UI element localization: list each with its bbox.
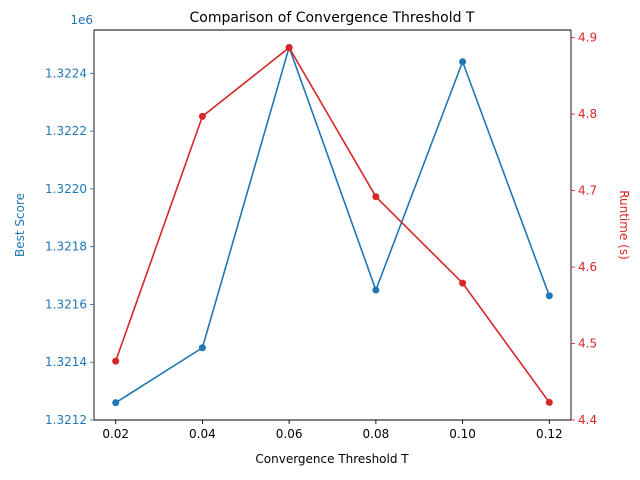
series-1-point-5 xyxy=(459,58,467,66)
series-1-point-1 xyxy=(112,399,120,407)
left-y-tick-label: 1.3224 xyxy=(45,66,87,80)
series-2-point-3 xyxy=(285,44,293,52)
right-y-tick-label: 4.9 xyxy=(578,31,597,45)
right-y-tick-label: 4.8 xyxy=(578,107,597,121)
left-y-axis-offset-label: 1e6 xyxy=(70,13,93,27)
x-tick-label: 0.08 xyxy=(363,427,390,441)
x-tick-label: 0.04 xyxy=(189,427,216,441)
right-y-axis: 4.4 4.5 4.6 4.7 4.8 4.9 xyxy=(570,30,597,427)
series-1-point-6 xyxy=(545,292,553,300)
series-1-point-4 xyxy=(372,286,380,294)
right-y-axis-label: Runtime (s) xyxy=(617,190,631,260)
series-1-line xyxy=(115,44,551,404)
right-y-tick-label: 4.7 xyxy=(578,184,597,198)
series-2-line xyxy=(114,46,550,403)
series-1-point-2 xyxy=(198,344,206,352)
series-2-point-5 xyxy=(459,279,467,287)
x-axis: 0.02 0.04 0.06 0.08 0.10 0.12 xyxy=(94,29,571,441)
x-axis-label: Convergence Threshold T xyxy=(255,452,409,466)
left-y-tick-label: 1.3220 xyxy=(45,182,87,196)
chart-title: Comparison of Convergence Threshold T xyxy=(190,10,475,26)
left-y-tick-label: 1.3222 xyxy=(45,124,87,138)
x-tick-label: 0.10 xyxy=(449,427,476,441)
plot-area xyxy=(112,43,553,407)
left-y-tick-label: 1.3212 xyxy=(45,413,87,427)
left-y-tick-label: 1.3216 xyxy=(45,297,87,311)
series-2-point-6 xyxy=(545,398,553,406)
right-y-tick-label: 4.5 xyxy=(578,337,597,351)
series-2-point-1 xyxy=(112,357,120,365)
x-tick-label: 0.12 xyxy=(536,427,563,441)
left-y-axis: 1.3212 1.3214 1.3216 1.3218 1.3220 1.3222 1.32… xyxy=(45,30,95,427)
right-y-tick-label: 4.4 xyxy=(578,413,597,427)
series-2-point-2 xyxy=(198,112,206,120)
x-tick-label: 0.02 xyxy=(102,427,129,441)
series-2-point-4 xyxy=(372,193,380,201)
left-y-tick-label: 1.3214 xyxy=(45,355,87,369)
left-y-tick-label: 1.3218 xyxy=(45,240,87,254)
x-tick-label: 0.06 xyxy=(276,427,303,441)
left-y-axis-label: Best Score xyxy=(13,193,27,257)
right-y-tick-label: 4.6 xyxy=(578,260,597,274)
